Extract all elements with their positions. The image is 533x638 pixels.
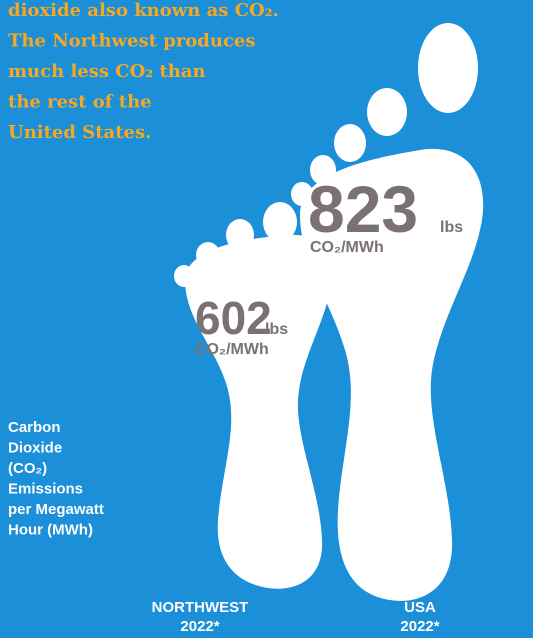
side-label-line: Dioxide [8,440,62,457]
side-label-line: per Megawatt [8,501,104,518]
year-label: 2022* [180,618,219,635]
intro-line: United States. [8,122,151,143]
emission-value: 602 [195,292,272,344]
side-label-line: Emissions [8,481,83,498]
emission-per: CO₂/MWh [195,341,269,358]
intro-text: dioxide also known as CO₂. The Northwest … [8,0,279,143]
emission-unit: lbs [265,321,288,338]
emission-unit: lbs [440,219,463,236]
side-label-line: (CO₂) [8,460,47,477]
emission-per: CO₂/MWh [310,239,384,256]
side-label: Carbon Dioxide (CO₂) Emissions per Megawatt H… [8,419,104,539]
side-label-line: Hour (MWh) [8,522,93,539]
region-label: NORTHWEST [152,599,249,616]
side-label-line: Carbon [8,419,61,436]
intro-line: much less CO₂ than [8,61,206,82]
year-label: 2022* [400,618,439,635]
intro-line: the rest of the [8,92,152,113]
region-label: USA [404,599,436,616]
intro-line: dioxide also known as CO₂. [8,0,279,21]
emission-value: 823 [308,172,418,246]
usa-footprint [291,23,484,601]
intro-line: The Northwest produces [8,31,256,52]
northwest-footprint [174,182,345,589]
